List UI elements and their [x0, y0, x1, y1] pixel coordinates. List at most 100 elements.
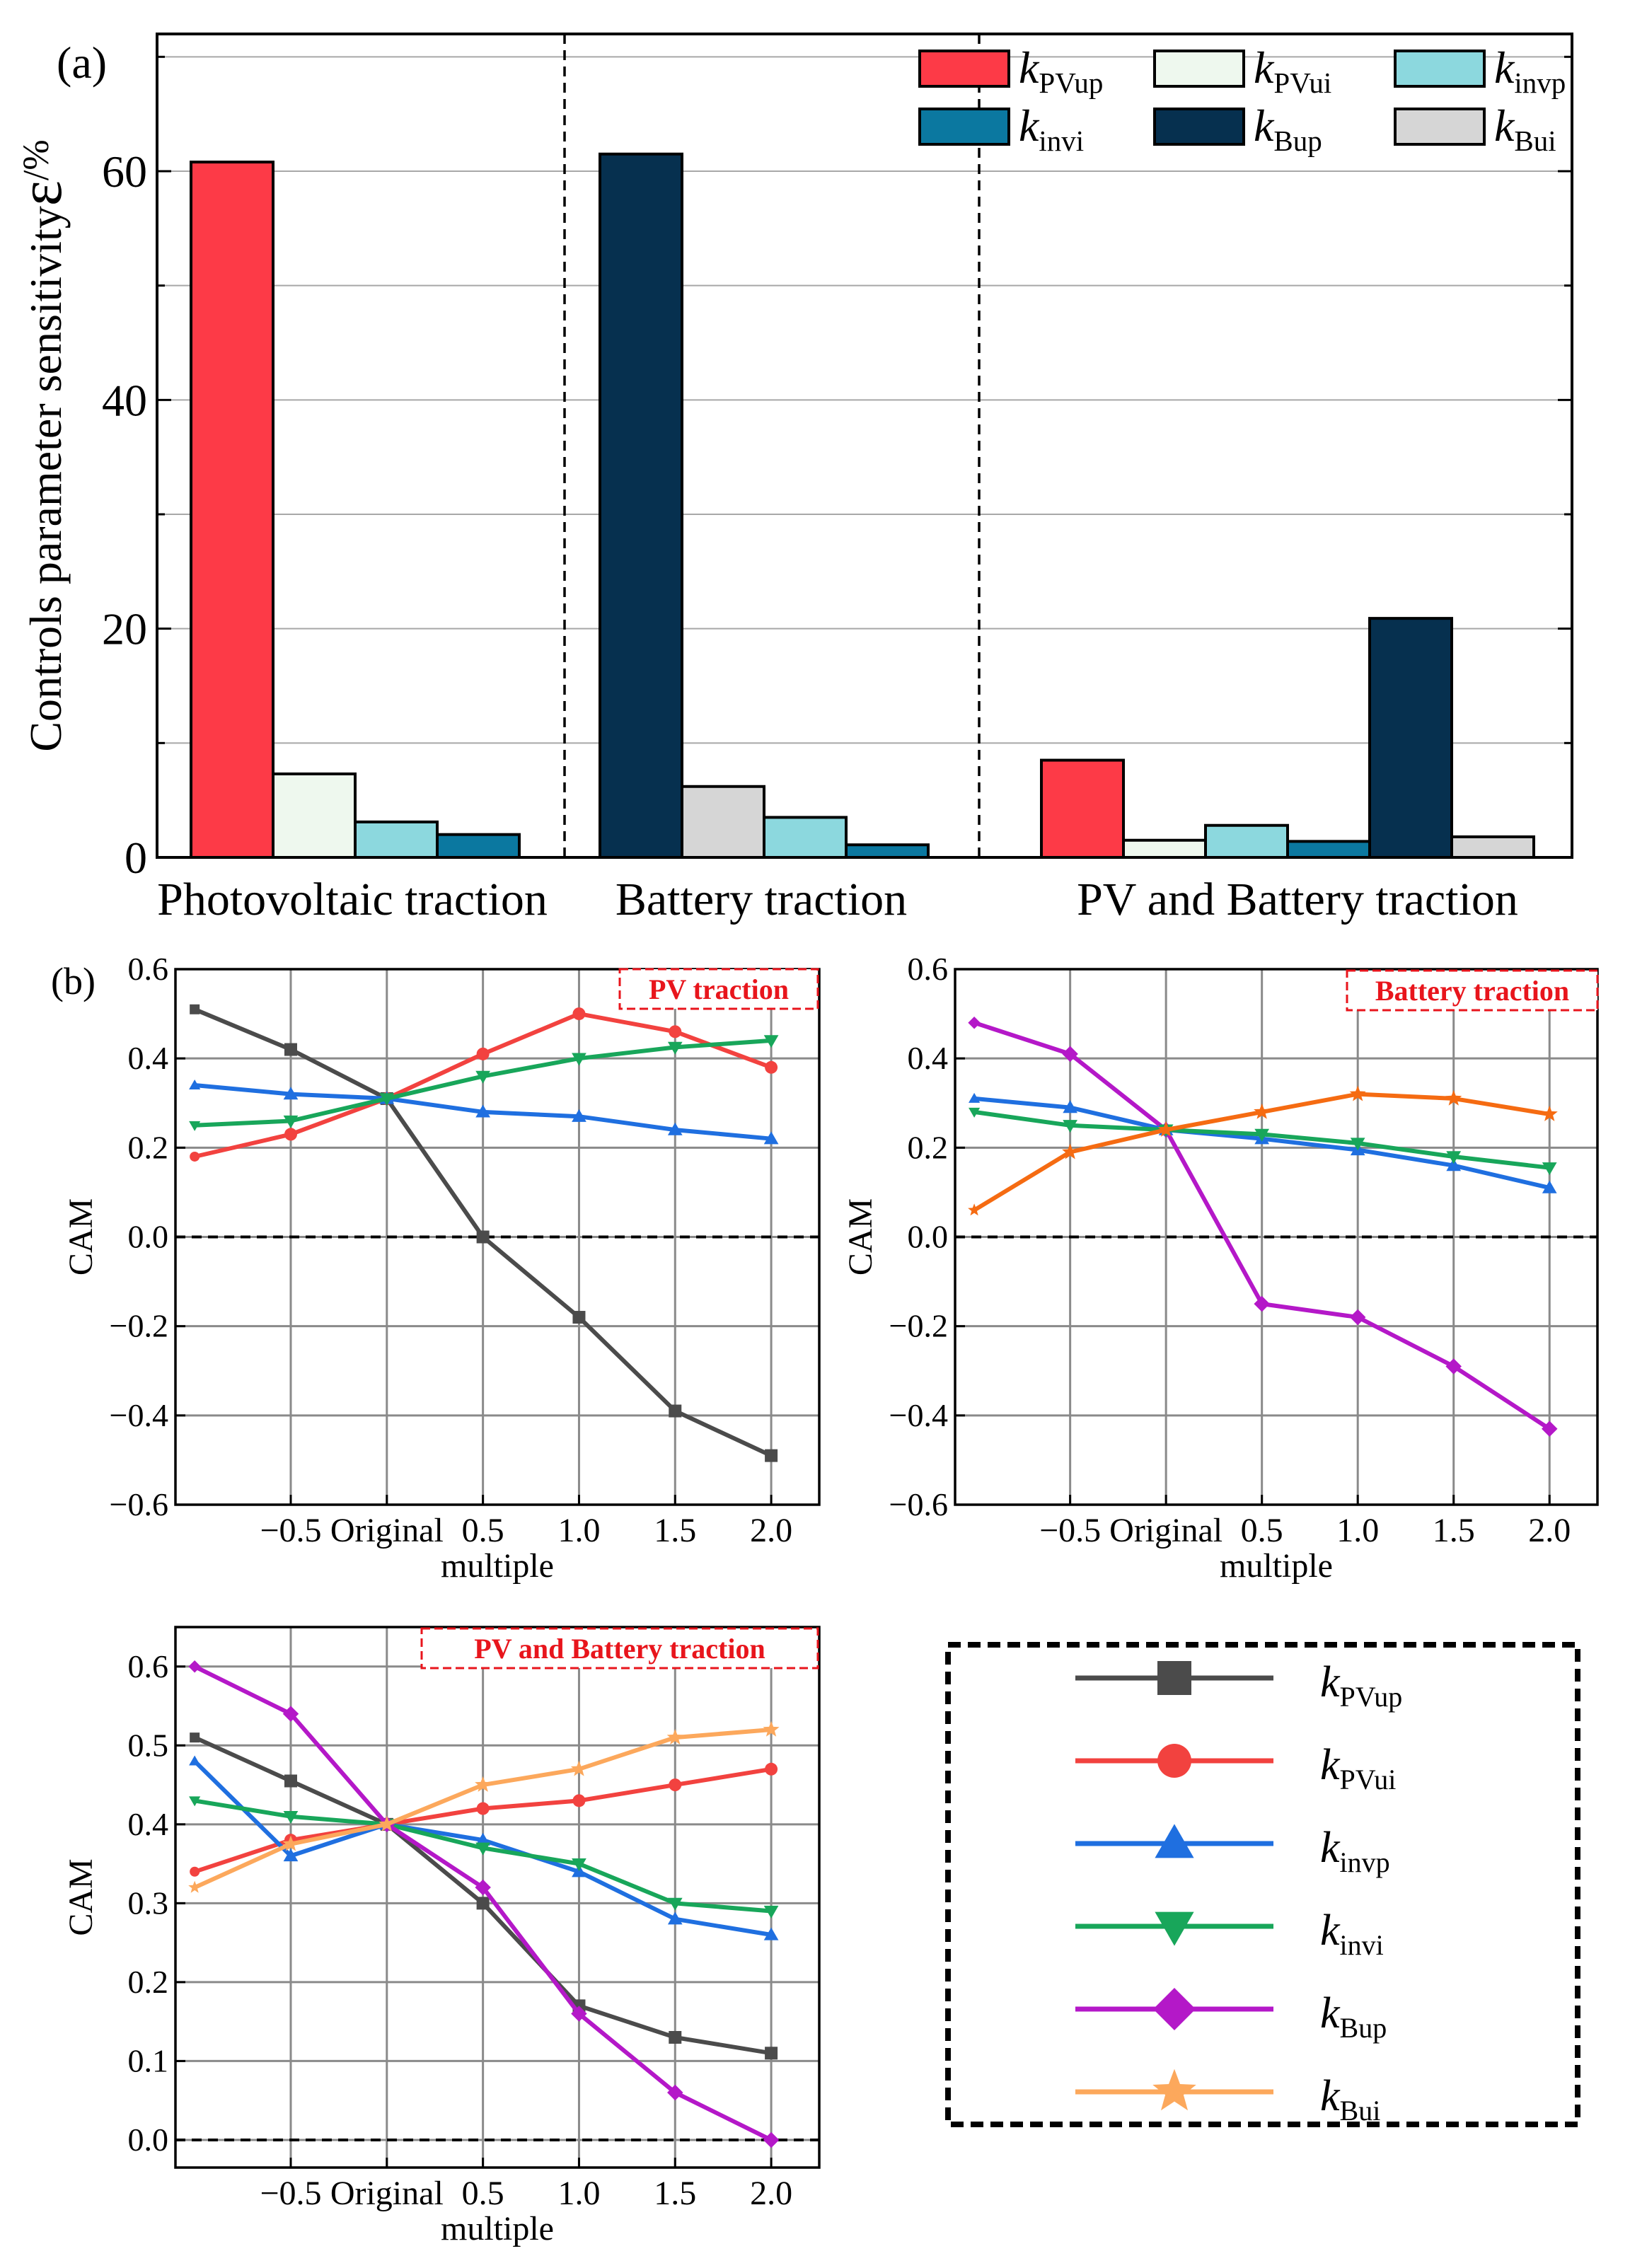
- legend-label-kPVui: kPVui: [1254, 42, 1331, 99]
- y-tick-label: −0.2: [889, 1308, 948, 1344]
- data-point-kinvp: [969, 1092, 981, 1103]
- y-tick-label: 0.6: [128, 1648, 169, 1684]
- panel-tag: PV and Battery traction: [474, 1633, 765, 1665]
- data-point-kBup: [1062, 1046, 1078, 1063]
- line-chart-battery-traction: −0.6 −0.4 −0.2 0.0 0.2 0.4 0.6 −0.5 Original 0.5 1…: [842, 951, 1599, 1585]
- bar-kPVup: [190, 161, 274, 860]
- data-point-kBup: [571, 2006, 587, 2022]
- data-point-kBup: [188, 1660, 201, 1673]
- y-tick-label: 0.0: [908, 1219, 949, 1255]
- y-tick-label: −0.4: [889, 1397, 948, 1433]
- data-point-kPVui: [476, 1047, 490, 1060]
- legend-label-kinvp: kinvp: [1494, 42, 1566, 99]
- data-point-kBui: [763, 1720, 780, 1737]
- legend-label-kBui: kBui: [1494, 100, 1556, 157]
- plot-area: [175, 1627, 819, 2168]
- data-point-kinvi: [1350, 1138, 1365, 1151]
- panel-tag: Battery traction: [1375, 975, 1569, 1007]
- legend-swatch-kPVup: [918, 50, 1010, 88]
- data-point-kBui: [666, 1729, 683, 1745]
- x-tick-label: −0.5: [260, 2175, 321, 2212]
- legend-label-kinvi: kinvi: [1320, 1907, 1384, 1961]
- data-point-kBui: [570, 1760, 587, 1776]
- y-tick-label: 0.0: [128, 1219, 169, 1255]
- x-tick-label: 1.0: [557, 2175, 600, 2212]
- data-point-kPVup: [765, 2047, 778, 2060]
- y-tick-label: 40: [102, 375, 147, 425]
- data-point-kPVup: [190, 1732, 200, 1743]
- axes-frame: [174, 1626, 821, 2169]
- data-point-kinvp: [189, 1755, 201, 1766]
- bar-kBup: [1368, 617, 1453, 859]
- legend-swatch-kPVui: [1153, 50, 1245, 88]
- y-tick-label: 0.3: [128, 1885, 169, 1921]
- y-tick-label: 0.2: [128, 1964, 169, 2000]
- x-axis-label: multiple: [441, 2210, 554, 2247]
- bar-kBui: [1450, 835, 1535, 860]
- data-point-kinvp: [763, 1131, 779, 1145]
- data-point-kinvp: [475, 1832, 490, 1846]
- data-point-kPVup: [765, 1449, 778, 1462]
- x-tick-label: −0.5: [260, 1512, 321, 1549]
- data-point-kinvi: [969, 1107, 981, 1118]
- legend-swatch-kinvp: [1394, 50, 1486, 88]
- data-point-kinvp: [667, 1122, 683, 1135]
- data-point-kinvi: [475, 1070, 490, 1084]
- legend-marker-kinvi: [1155, 1911, 1194, 1946]
- x-tick-label: 0.5: [1241, 1512, 1283, 1549]
- data-point-kinvi: [1063, 1120, 1077, 1133]
- bar-kinvi: [845, 843, 930, 860]
- legend-label-kBup: kBup: [1254, 100, 1322, 157]
- y-tick-label: 0.5: [128, 1727, 169, 1763]
- bar-kinvp: [1204, 823, 1289, 859]
- data-point-kPVup: [284, 1043, 297, 1056]
- panel-tag: PV traction: [649, 973, 789, 1005]
- panel-tag-box: [618, 968, 819, 1010]
- data-point-kBui: [1445, 1089, 1462, 1106]
- legend-label-kPVup: kPVup: [1320, 1658, 1402, 1713]
- data-point-kBui: [1349, 1085, 1366, 1101]
- x-tick-label: 1.5: [654, 2175, 696, 2212]
- y-tick-label: 0.0: [128, 2122, 169, 2158]
- data-point-kBui: [282, 1835, 299, 1851]
- bar-kPVui: [1122, 838, 1207, 859]
- data-point-kBup: [968, 1016, 981, 1029]
- data-point-kinvi: [572, 1053, 586, 1066]
- data-point-kPVui: [572, 1007, 586, 1021]
- data-point-kPVui: [765, 1060, 778, 1074]
- data-point-kBui: [1062, 1143, 1079, 1159]
- data-point-kBui: [1254, 1103, 1271, 1119]
- data-point-kinvi: [763, 1035, 779, 1048]
- legend-label-kBup: kBup: [1320, 1989, 1387, 2044]
- data-point-kinvi: [667, 1897, 683, 1911]
- data-point-kPVui: [572, 1794, 586, 1807]
- data-point-kBup: [763, 2131, 780, 2148]
- data-point-kinvp: [189, 1079, 201, 1089]
- x-tick-label: 2.0: [750, 1512, 792, 1549]
- data-point-kinvi: [475, 1842, 490, 1856]
- data-point-kBup: [667, 2084, 683, 2101]
- data-point-kinvi: [1542, 1162, 1557, 1176]
- y-tick-label: −0.6: [889, 1486, 948, 1522]
- y-tick-label: 60: [102, 146, 147, 197]
- data-point-kinvi: [283, 1811, 299, 1824]
- data-point-kPVup: [190, 1004, 200, 1014]
- y-tick-label: 0.4: [908, 1040, 949, 1076]
- data-point-kinvp: [1063, 1100, 1077, 1113]
- data-point-kBui: [378, 1815, 395, 1832]
- bar-kBui: [681, 785, 765, 860]
- legend-label-kBui: kBui: [1320, 2072, 1380, 2127]
- x-tick-label: 2.0: [1528, 1512, 1571, 1549]
- legend-label-kPVup: kPVup: [1019, 42, 1103, 99]
- x-tick-label: 1.0: [557, 1512, 600, 1549]
- legend-frame: [945, 1642, 1580, 2127]
- data-point-kBui: [475, 1776, 492, 1792]
- legend-swatch-kBup: [1153, 108, 1245, 146]
- x-tick-label: 0.5: [462, 2175, 504, 2212]
- line-chart-pv-traction: −0.6 −0.4 −0.2 0.0 0.2 0.4 0.6 −0.5 Original 0.5 1…: [62, 951, 821, 1585]
- data-point-kPVup: [669, 2030, 682, 2044]
- y-tick-label: 0.4: [128, 1040, 169, 1076]
- data-point-kinvi: [379, 1093, 395, 1106]
- data-point-kinvp: [475, 1104, 490, 1118]
- x-tick-label: Original: [330, 2175, 444, 2212]
